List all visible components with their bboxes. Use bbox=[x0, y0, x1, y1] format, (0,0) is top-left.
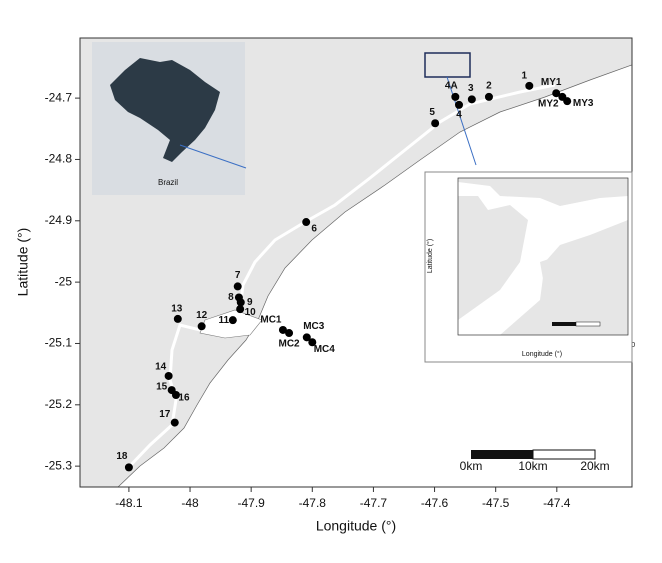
station-label: 11 bbox=[219, 315, 230, 326]
island bbox=[535, 236, 628, 335]
station bbox=[236, 305, 245, 314]
x-tick-label: -47.8 bbox=[299, 496, 327, 510]
arrow bbox=[446, 76, 477, 166]
x-tick-label: -48 bbox=[181, 496, 199, 510]
y-tick-label: -24.9 bbox=[45, 213, 73, 227]
y-tick-label: -24.8 bbox=[45, 152, 73, 166]
station bbox=[233, 282, 242, 291]
station bbox=[563, 97, 572, 106]
scale-bar bbox=[575, 321, 601, 327]
station bbox=[455, 100, 464, 109]
ocean bbox=[117, 64, 632, 487]
y-tick-label: -25.1 bbox=[45, 336, 73, 350]
inset-basemap bbox=[458, 178, 628, 335]
inset-y-axis-label: Latitude (°) bbox=[426, 239, 434, 273]
station bbox=[302, 218, 311, 227]
station bbox=[285, 329, 294, 338]
station-label: 10 bbox=[245, 307, 257, 318]
station-label: 18 bbox=[116, 451, 128, 462]
inset-x-axis-label: Longitude (°) bbox=[522, 350, 562, 358]
station-label: 2 bbox=[486, 81, 492, 92]
station-label: 4 bbox=[456, 109, 462, 120]
station bbox=[228, 316, 237, 325]
station-label: MC1 bbox=[260, 315, 282, 326]
station bbox=[302, 333, 311, 342]
station bbox=[484, 92, 493, 101]
scale-label: 10km bbox=[518, 459, 547, 473]
y-axis-label: Latitude (°) bbox=[15, 228, 31, 297]
x-axis-label: Longitude (°) bbox=[316, 518, 396, 534]
x-tick-label: -48.1 bbox=[115, 496, 143, 510]
inset-plot-frame bbox=[457, 177, 629, 336]
station-label: MC4 bbox=[314, 344, 336, 355]
country-shape bbox=[110, 58, 220, 162]
station-label: 8 bbox=[228, 292, 234, 303]
x-tick-label: -47.4 bbox=[543, 496, 571, 510]
x-tick-label: -47.6 bbox=[421, 496, 449, 510]
station bbox=[170, 418, 179, 427]
station bbox=[525, 81, 534, 90]
scale-bar bbox=[471, 450, 533, 459]
station bbox=[124, 463, 133, 472]
bay bbox=[199, 309, 263, 339]
station bbox=[173, 314, 182, 323]
station bbox=[308, 338, 317, 347]
station-label: MC3 bbox=[303, 321, 325, 332]
arrow bbox=[179, 144, 247, 169]
station bbox=[236, 298, 245, 307]
station-label: MC2 bbox=[279, 339, 301, 350]
station-label: 12 bbox=[196, 310, 208, 321]
inset-map: Longitude (°) Latitude (°) bbox=[424, 171, 633, 363]
y-tick-label: -24.7 bbox=[45, 90, 73, 104]
station bbox=[197, 322, 206, 331]
station bbox=[451, 92, 460, 101]
x-tick-label: -47.7 bbox=[360, 496, 388, 510]
station-label: 9 bbox=[247, 297, 253, 308]
station bbox=[164, 371, 173, 380]
station-label: 4A bbox=[445, 81, 458, 92]
scale-label: 20km bbox=[580, 459, 609, 473]
station-label: 1 bbox=[522, 70, 528, 81]
station-label: 13 bbox=[171, 304, 183, 315]
station-label: MY2 bbox=[538, 99, 559, 110]
station-label: 15 bbox=[156, 382, 168, 393]
x-tick-label: -47.5 bbox=[482, 496, 510, 510]
station-label: MY3 bbox=[573, 98, 594, 109]
station-label: 3 bbox=[468, 83, 474, 94]
scale-bar bbox=[532, 449, 596, 460]
station-label: 5 bbox=[429, 107, 435, 118]
y-tick-label: -25.2 bbox=[45, 397, 73, 411]
station-label: 16 bbox=[178, 393, 190, 404]
y-tick-label: -25 bbox=[55, 274, 73, 288]
scale-label: 0km bbox=[460, 459, 483, 473]
station-label: 14 bbox=[155, 362, 167, 373]
water bbox=[458, 182, 628, 335]
y-tick-label: -25.3 bbox=[45, 458, 73, 472]
scale-bar bbox=[552, 322, 576, 326]
station bbox=[278, 325, 287, 334]
station bbox=[171, 390, 180, 399]
station bbox=[552, 89, 561, 98]
x-tick-label: -47.9 bbox=[237, 496, 265, 510]
station bbox=[431, 119, 440, 128]
station-label: 17 bbox=[159, 409, 171, 420]
station-label: 6 bbox=[311, 224, 317, 235]
station-label: MY1 bbox=[541, 77, 562, 88]
station bbox=[467, 95, 476, 104]
station-label: 7 bbox=[235, 270, 241, 281]
country-label: Brazil bbox=[158, 178, 178, 187]
